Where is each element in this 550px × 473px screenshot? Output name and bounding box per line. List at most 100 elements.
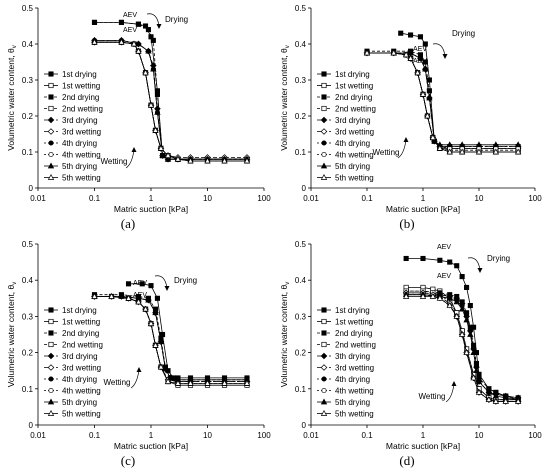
chart-panel-d: 0 0.1 0.2 0.3 0.4 0.5 0.01 0.1 1 10 100 Matric suct… <box>279 240 542 468</box>
data-point <box>142 305 149 312</box>
data-point <box>429 134 437 140</box>
data-point <box>467 302 473 309</box>
legend-marker <box>321 105 327 112</box>
data-point <box>164 152 172 158</box>
legend-label: 5th drying <box>335 398 370 407</box>
annotation-drying: Drying <box>487 254 510 263</box>
data-point <box>458 141 466 148</box>
data-point <box>145 296 152 303</box>
data-point <box>402 292 410 299</box>
annotation-wetting: Wetting <box>373 148 400 157</box>
x-axis-title: Matric suction [kPa] <box>114 441 188 451</box>
data-point <box>407 54 414 61</box>
series-line <box>94 41 247 160</box>
series-line <box>94 21 247 160</box>
series-line <box>94 296 247 386</box>
series-line <box>367 52 519 149</box>
y-axis-title-text: Volumetric water content, θ <box>6 48 16 151</box>
data-point <box>447 259 453 265</box>
annotation-aev: AEV <box>123 12 137 19</box>
data-point <box>363 49 371 56</box>
legend-marker <box>321 82 327 89</box>
series-4th-drying <box>364 50 521 150</box>
data-point <box>485 396 493 403</box>
legend-marker <box>320 173 328 180</box>
legend-label: 1st wetting <box>335 318 373 327</box>
wetting-arrow <box>130 369 140 389</box>
data-point <box>243 379 251 386</box>
series-line <box>94 21 247 160</box>
data-point <box>420 255 426 262</box>
series-4th-drying <box>91 37 250 162</box>
data-point <box>470 349 477 355</box>
series-line <box>94 41 247 162</box>
legend-marker <box>320 128 328 135</box>
series-line <box>94 40 247 160</box>
data-point <box>463 316 470 323</box>
series-5th-wetting <box>91 38 251 164</box>
data-point <box>473 367 480 374</box>
data-point <box>464 284 470 290</box>
y-tick-label: 0.5 <box>22 240 34 249</box>
legend-label: 4th drying <box>335 375 370 384</box>
legend-marker <box>47 352 55 360</box>
series-2nd-wetting <box>91 39 250 162</box>
legend-label: 2nd drying <box>335 329 372 338</box>
y-tick-label: 0.4 <box>22 276 34 285</box>
data-point <box>135 21 142 27</box>
data-point <box>125 294 132 301</box>
legend-label: 2nd wetting <box>62 105 103 114</box>
legend: 1st drying 1st wetting 2nd drying 2nd wetti… <box>44 70 103 183</box>
x-tick-label: 0.01 <box>303 194 319 203</box>
legend-label: 3rd wetting <box>335 364 374 373</box>
data-point <box>429 292 437 299</box>
x-tick-label: 100 <box>257 431 271 440</box>
series-line <box>94 40 247 160</box>
series-3rd-wetting <box>91 38 251 161</box>
y-axis-title: Volumetric water content, θv <box>6 45 18 151</box>
data-point <box>398 30 404 36</box>
legend-marker <box>320 162 328 169</box>
series-line <box>367 52 519 148</box>
legend-marker <box>320 398 328 405</box>
legend-marker <box>48 82 54 89</box>
data-point <box>475 148 483 155</box>
series-5th-wetting <box>363 49 522 155</box>
data-point <box>467 330 474 337</box>
data-point <box>152 126 159 133</box>
legend-marker <box>48 140 54 146</box>
x-tick-label: 100 <box>257 194 271 203</box>
drying-arrow-head <box>442 54 448 59</box>
data-point <box>174 155 182 162</box>
panel-caption: (a) <box>121 216 135 231</box>
x-tick-label: 0.1 <box>361 431 373 440</box>
data-point <box>408 32 414 38</box>
data-point <box>492 141 500 148</box>
x-tick-label: 1 <box>149 194 154 203</box>
legend-marker <box>321 330 327 336</box>
series-line <box>94 296 247 383</box>
panel-caption: (c) <box>121 453 135 468</box>
legend-label: 1st wetting <box>335 82 373 91</box>
y-tick-label: 0.5 <box>295 240 307 249</box>
legend-marker <box>47 398 55 405</box>
data-point <box>402 51 410 58</box>
series-2nd-drying <box>364 48 521 150</box>
legend-label: 5th drying <box>335 162 370 171</box>
drying-arrow <box>432 43 446 57</box>
series-line <box>94 296 247 384</box>
legend-marker <box>48 94 54 100</box>
series-line <box>367 52 519 151</box>
data-point <box>157 144 165 151</box>
series-1st-wetting <box>91 39 250 164</box>
wetting-arrow <box>125 149 135 169</box>
data-point <box>152 341 159 348</box>
series-5th-drying <box>363 49 522 148</box>
data-point <box>458 330 466 337</box>
data-point <box>147 101 155 108</box>
series-3rd-drying <box>91 37 251 163</box>
data-point <box>125 281 132 287</box>
data-point <box>502 397 509 404</box>
legend-marker <box>320 364 328 371</box>
legend-label: 4th wetting <box>335 387 374 396</box>
